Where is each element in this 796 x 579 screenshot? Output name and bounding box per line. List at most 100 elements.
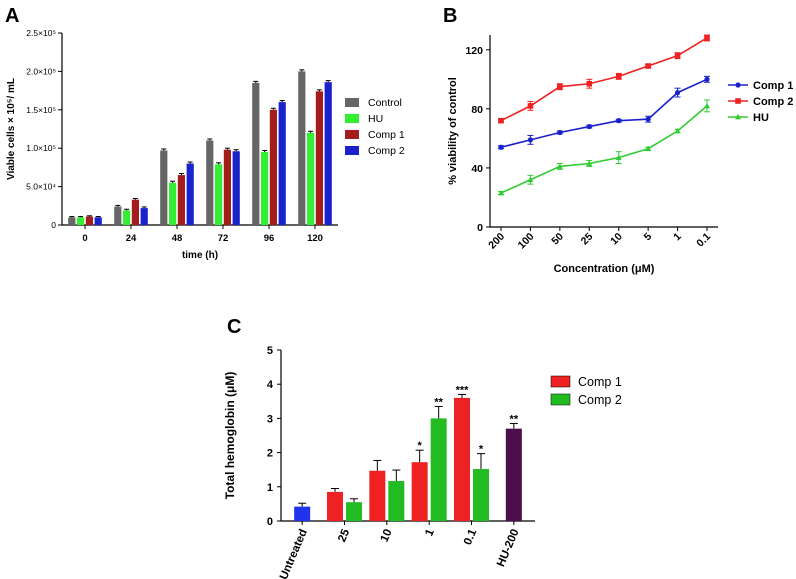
- point-b-comp-2: [645, 63, 651, 69]
- series-line-b-comp-2: [500, 37, 708, 122]
- legend-label-b: HU: [753, 112, 769, 124]
- y-tick-label-a: 1.5×10⁵: [26, 105, 56, 115]
- point-b-comp-1: [498, 144, 504, 150]
- bar-a-control: [114, 206, 122, 225]
- bar-a-control: [160, 150, 168, 225]
- legend-swatch-a: [345, 98, 359, 107]
- bar-a-comp-1: [85, 216, 93, 225]
- y-tick-label-c: 2: [267, 448, 273, 460]
- point-b-comp-2: [615, 73, 622, 80]
- bar-a-comp-2: [186, 163, 194, 225]
- legend-label-a: Control: [368, 97, 402, 109]
- y-tick-label-c: 5: [267, 345, 273, 357]
- y-axis-label-b: % viability of control: [447, 77, 459, 185]
- bar-a-comp-1: [131, 199, 139, 225]
- x-tick-label-a: 24: [126, 233, 137, 244]
- bar-c-comp-1: [411, 462, 428, 521]
- x-tick-label-a: 120: [307, 233, 323, 244]
- x-tick-label-b: 5: [642, 231, 655, 244]
- bar-a-comp-1: [177, 175, 185, 225]
- legend-label-a: Comp 1: [368, 129, 405, 141]
- y-tick-label-b: 120: [465, 45, 483, 57]
- x-tick-label-b: 200: [486, 231, 507, 252]
- x-tick-label-b: 25: [579, 231, 596, 248]
- significance-marker-c: **: [434, 396, 443, 408]
- point-b-hu: [674, 127, 681, 134]
- point-b-comp-2: [527, 103, 534, 109]
- point-b-hu: [586, 160, 593, 166]
- point-b-hu: [704, 102, 710, 109]
- legend-marker-b-comp-2: [735, 98, 741, 104]
- bar-a-hu: [261, 152, 269, 225]
- series-line-b-hu: [500, 105, 708, 194]
- x-tick-label-a: 0: [82, 233, 87, 244]
- legend-swatch-c: [550, 375, 571, 388]
- x-tick-label-b: 0.1: [694, 231, 713, 250]
- panel-label-a: A: [5, 5, 19, 27]
- bar-a-control: [206, 140, 214, 225]
- legend-label-a: Comp 2: [368, 145, 405, 157]
- x-tick-label-c: 1: [423, 527, 437, 538]
- point-b-comp-2: [674, 52, 681, 59]
- point-b-comp-2: [498, 117, 504, 124]
- point-b-hu: [498, 189, 504, 196]
- x-tick-label-c: HU-200: [495, 527, 522, 568]
- point-b-comp-1: [586, 123, 592, 130]
- y-tick-label-a: 1.0×10⁵: [26, 143, 56, 153]
- x-tick-label-c: 0.1: [462, 527, 480, 547]
- x-tick-label-b: 100: [516, 231, 537, 252]
- legend-marker-b-comp-1: [735, 82, 741, 88]
- x-tick-label-b: 10: [608, 231, 625, 248]
- significance-marker-c: ***: [456, 384, 470, 396]
- y-tick-label-a: 5.0×10⁴: [26, 182, 56, 192]
- bar-a-control: [252, 82, 260, 225]
- panel-a-chart: 0 5.0×10⁴ 1.0×10⁵ 1.5×10⁵ 2.0×10⁵ 2.5×10⁵ 0 24 4…: [6, 28, 405, 261]
- legend-label-b: Comp 1: [753, 80, 793, 92]
- significance-marker-c: **: [510, 414, 519, 426]
- point-b-comp-2: [704, 35, 710, 41]
- legend-label-b: Comp 2: [753, 96, 793, 108]
- legend-marker-b-hu: [735, 113, 741, 120]
- x-axis-label-a: time (h): [182, 250, 218, 261]
- x-tick-label-a: 48: [172, 233, 183, 244]
- legend-swatch-c: [550, 393, 571, 406]
- y-tick-label-a: 2.5×10⁵: [26, 28, 56, 38]
- point-b-hu: [645, 145, 652, 152]
- bar-a-comp-2: [94, 217, 102, 225]
- bar-a-comp-2: [140, 208, 148, 225]
- bar-c-comp-2: [388, 480, 405, 521]
- bar-a-comp-1: [315, 91, 323, 225]
- significance-marker-c: *: [418, 440, 423, 452]
- x-tick-label-c: 25: [336, 527, 352, 544]
- point-b-comp-1: [616, 118, 622, 124]
- bar-a-comp-2: [232, 151, 240, 225]
- bar-a-comp-2: [324, 82, 332, 225]
- panel-b-chart: 0 40 80 120 200 100 50 25 10 5 1 0.1 Concentration (…: [447, 34, 793, 275]
- y-tick-label-c: 3: [267, 413, 273, 425]
- point-b-comp-1: [645, 116, 651, 122]
- bar-a-hu: [77, 217, 85, 225]
- bar-a-hu: [123, 210, 131, 225]
- bar-c-comp-1: [369, 470, 386, 521]
- x-tick-label-b: 50: [549, 231, 566, 248]
- y-tick-label-b: 0: [477, 222, 483, 234]
- legend-swatch-a: [345, 130, 359, 139]
- legend-swatch-a: [345, 114, 359, 123]
- bar-a-hu: [307, 132, 315, 225]
- bar-c-hu-200: [505, 428, 522, 521]
- legend-label-a: HU: [368, 113, 383, 125]
- y-tick-label-a: 2.0×10⁵: [26, 66, 56, 76]
- point-b-comp-2: [557, 83, 563, 90]
- bar-a-control: [68, 217, 76, 225]
- bar-c-comp-1: [327, 491, 343, 521]
- bar-a-comp-2: [278, 102, 286, 225]
- significance-marker-c: *: [479, 444, 484, 456]
- point-b-hu: [615, 154, 622, 160]
- bar-a-comp-1: [269, 109, 277, 225]
- point-b-hu: [556, 163, 563, 169]
- x-tick-label-a: 72: [218, 233, 229, 244]
- x-tick-label-b: 1: [671, 231, 684, 244]
- point-b-comp-1: [704, 76, 710, 82]
- y-tick-label-c: 1: [267, 482, 273, 494]
